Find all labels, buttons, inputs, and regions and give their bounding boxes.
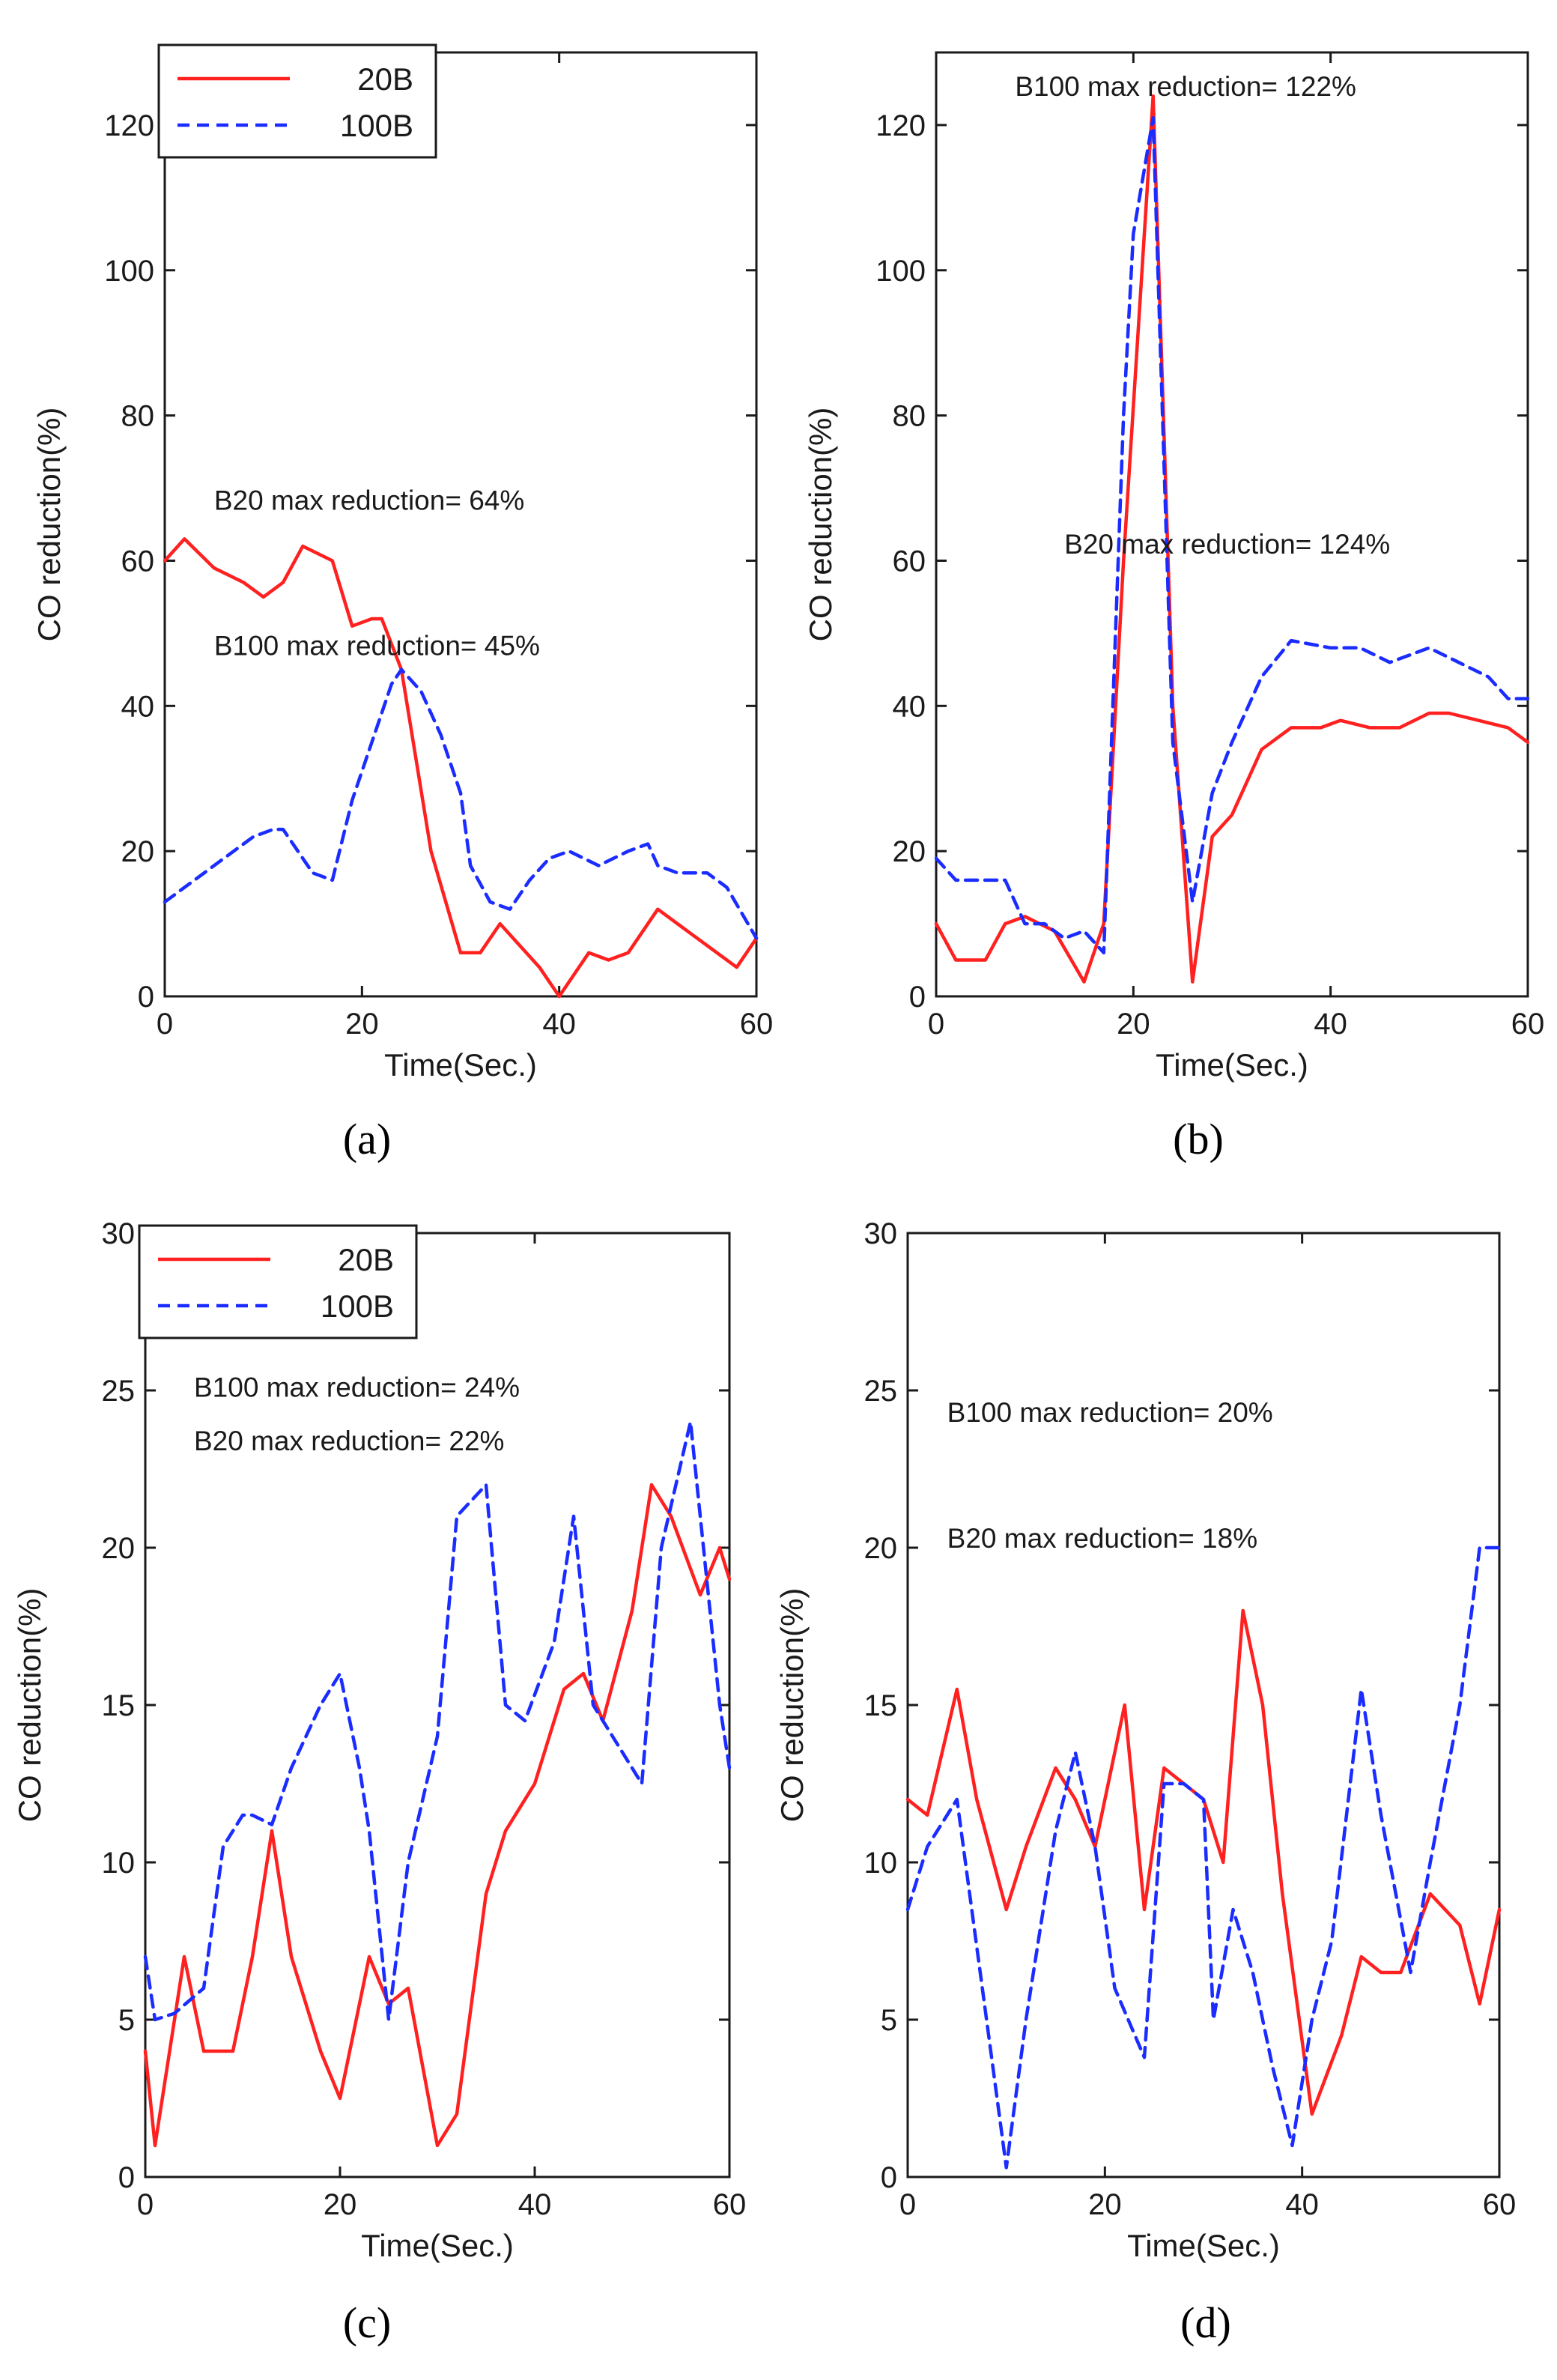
x-axis-label: Time(Sec.) — [1156, 1047, 1308, 1082]
x-tick-label: 40 — [542, 1008, 576, 1041]
x-tick-label: 0 — [899, 2188, 916, 2221]
panel-label: (d) — [1180, 2298, 1231, 2347]
x-tick-label: 20 — [345, 1008, 379, 1041]
annotation: B100 max reduction= 45% — [214, 630, 540, 661]
series-line-20B — [934, 94, 1530, 984]
x-tick-label: 40 — [1285, 2188, 1319, 2221]
y-tick-label: 20 — [893, 835, 926, 868]
y-tick-label: 5 — [118, 2004, 135, 2037]
y-tick-label: 10 — [864, 1847, 898, 1880]
chart-panel-c: 0 5 10 15 20 25 30 0 20 40 60 Time(Sec.) CO reductio… — [12, 1217, 746, 2263]
annotation: B20 max reduction= 18% — [947, 1523, 1257, 1554]
y-tick-label: 60 — [121, 545, 155, 578]
annotation: B20 max reduction= 64% — [214, 485, 524, 516]
annotation: B100 max reduction= 122% — [1015, 71, 1356, 102]
x-axis-label: Time(Sec.) — [1127, 2228, 1280, 2263]
series-line-20B — [163, 537, 759, 999]
legend-box — [157, 43, 437, 159]
y-tick-label: 25 — [864, 1375, 898, 1408]
plot-frame — [935, 51, 1529, 998]
plot-frame — [906, 1232, 1501, 2178]
series-line-100B — [143, 1420, 732, 2022]
y-tick-label: 80 — [893, 400, 926, 433]
annotation: B20 max reduction= 124% — [1064, 529, 1390, 560]
legend-label: 20B — [357, 61, 413, 97]
y-tick-label: 40 — [121, 690, 155, 723]
y-tick-label: 30 — [864, 1217, 898, 1250]
series-line-100B — [934, 115, 1530, 955]
y-axis-label: CO reduction(%) — [12, 1588, 47, 1823]
legend-label: 100B — [321, 1289, 394, 1324]
y-tick-label: 100 — [104, 255, 154, 288]
panel-label: (b) — [1173, 1115, 1224, 1163]
legend-box — [138, 1224, 418, 1339]
x-tick-label: 60 — [713, 2188, 747, 2221]
series-line-20B — [143, 1483, 732, 2148]
y-tick-label: 20 — [121, 835, 155, 868]
annotation: B100 max reduction= 24% — [194, 1372, 520, 1402]
y-tick-label: 120 — [104, 109, 154, 142]
x-tick-label: 0 — [137, 2188, 154, 2221]
y-axis-label: CO reduction(%) — [803, 408, 838, 642]
x-tick-label: 40 — [1314, 1008, 1347, 1041]
chart-panel-a: 0 20 40 60 80 100 120 0 20 40 60 Time(Sec.) CO reduc… — [31, 43, 774, 1082]
legend-label: 100B — [340, 108, 413, 143]
y-tick-label: 15 — [864, 1689, 898, 1722]
y-tick-label: 60 — [893, 545, 926, 578]
y-tick-label: 0 — [881, 2161, 897, 2194]
y-tick-label: 0 — [118, 2161, 135, 2194]
y-tick-label: 0 — [909, 981, 926, 1014]
series-line-20B — [905, 1608, 1502, 2116]
y-tick-label: 0 — [138, 981, 154, 1014]
y-tick-label: 100 — [875, 255, 926, 288]
y-tick-label: 20 — [864, 1532, 898, 1565]
panel-label: (c) — [343, 2298, 391, 2347]
x-tick-label: 20 — [1117, 1008, 1150, 1041]
plot-frame — [163, 51, 758, 998]
x-tick-label: 60 — [1511, 1008, 1545, 1041]
y-tick-label: 25 — [102, 1375, 136, 1408]
annotation: B20 max reduction= 22% — [194, 1426, 504, 1456]
y-axis-label: CO reduction(%) — [774, 1588, 810, 1823]
x-axis-label: Time(Sec.) — [384, 1047, 537, 1082]
y-tick-label: 30 — [102, 1217, 136, 1250]
x-tick-label: 20 — [324, 2188, 357, 2221]
legend-label: 20B — [338, 1242, 394, 1277]
panel-label: (a) — [343, 1115, 391, 1163]
x-axis-label: Time(Sec.) — [361, 2228, 514, 2263]
series-line-100B — [905, 1545, 1502, 2169]
y-tick-label: 120 — [875, 109, 926, 142]
x-tick-label: 60 — [1483, 2188, 1517, 2221]
series-line-100B — [163, 667, 759, 940]
x-tick-label: 0 — [928, 1008, 944, 1041]
y-tick-label: 40 — [893, 690, 926, 723]
y-axis-label: CO reduction(%) — [31, 408, 67, 642]
chart-panel-d: 0 5 10 15 20 25 30 0 20 40 60 Time(Sec.) CO reductio… — [774, 1217, 1516, 2263]
y-tick-label: 5 — [881, 2004, 897, 2037]
x-tick-label: 60 — [740, 1008, 774, 1041]
y-tick-label: 20 — [102, 1532, 136, 1565]
x-tick-label: 0 — [157, 1008, 173, 1041]
y-tick-label: 80 — [121, 400, 155, 433]
chart-panel-b: 0 20 40 60 80 100 120 0 20 40 60 Time(Sec.) CO reduc… — [803, 51, 1545, 1082]
x-tick-label: 20 — [1088, 2188, 1122, 2221]
y-tick-label: 10 — [102, 1847, 136, 1880]
annotation: B100 max reduction= 20% — [947, 1397, 1273, 1428]
x-tick-label: 40 — [518, 2188, 552, 2221]
y-tick-label: 15 — [102, 1689, 136, 1722]
